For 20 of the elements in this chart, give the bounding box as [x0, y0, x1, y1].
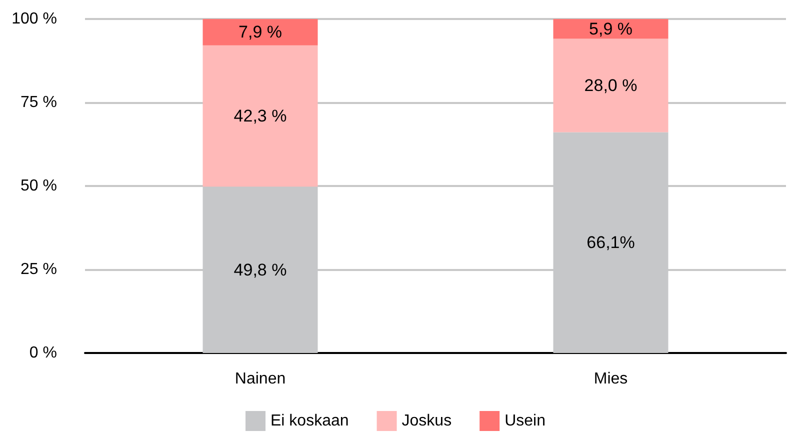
x-tick-label: Nainen — [234, 370, 286, 388]
legend-label: Usein — [504, 412, 546, 430]
y-tick-label: 25 % — [20, 261, 57, 278]
data-label: 7,9 % — [238, 22, 282, 42]
y-tick-label: 0 % — [29, 344, 57, 362]
bar — [553, 38, 668, 132]
legend-label: Joskus — [402, 412, 452, 430]
bar — [553, 19, 668, 39]
y-tick-label: 100 % — [12, 10, 57, 28]
data-label: 66,1% — [586, 233, 635, 252]
y-tick-label: 75 % — [20, 94, 57, 111]
data-label: 5,9 % — [589, 19, 632, 38]
y-tick-label: 50 % — [20, 178, 57, 194]
bar — [202, 45, 318, 187]
legend-label: Ei koskaan — [270, 412, 349, 430]
data-label: 49,8 % — [234, 260, 287, 280]
data-label: 42,3 % — [234, 106, 287, 126]
data-label: 28,0 % — [584, 76, 638, 95]
bar — [202, 19, 318, 46]
x-tick-label: Mies — [594, 370, 628, 388]
